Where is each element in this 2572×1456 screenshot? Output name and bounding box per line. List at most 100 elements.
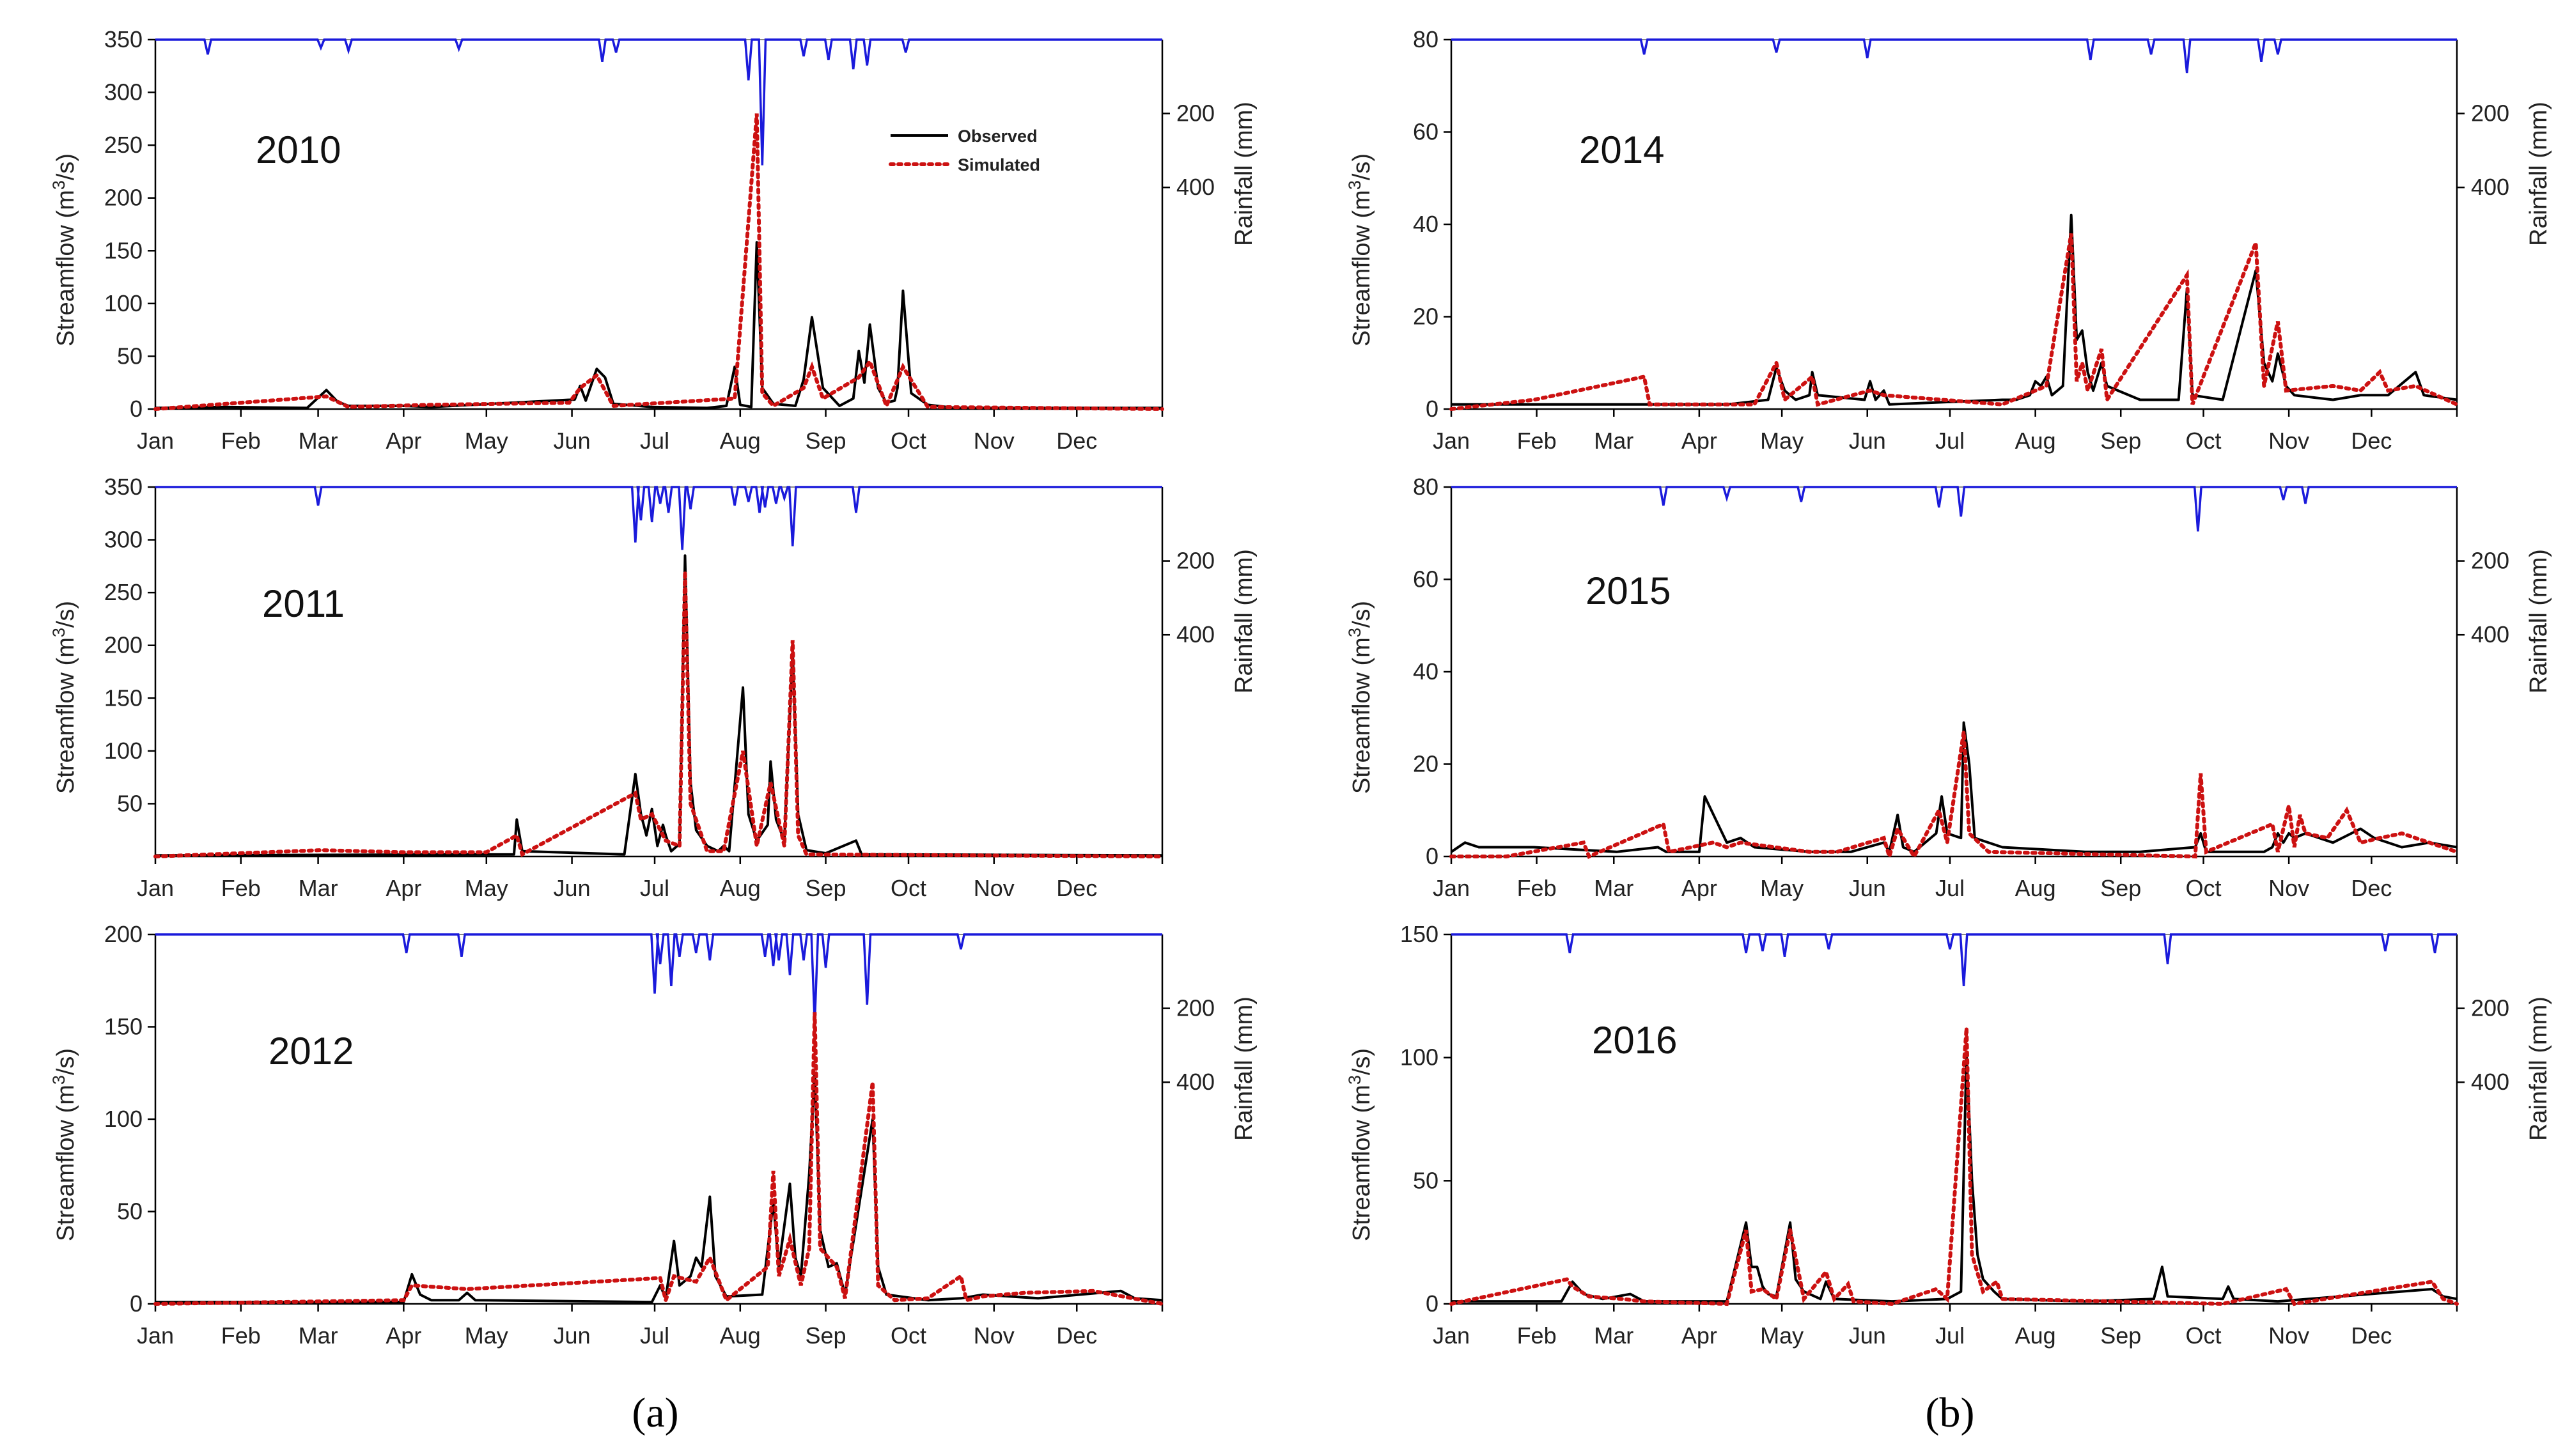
x-tick-label: Jun xyxy=(1849,875,1886,901)
x-tick-label: Dec xyxy=(1056,428,1097,454)
panel-2016: 0 50 100 150 200 400 Jan Feb Mar Apr May Jun Jul Aug S… xyxy=(1345,921,2552,1349)
y2-tick-label: 400 xyxy=(1176,1069,1215,1095)
y-tick-label: 250 xyxy=(104,132,143,158)
x-tick-label: Nov xyxy=(974,1322,1015,1349)
x-tick-label: Aug xyxy=(2015,428,2056,454)
y-tick-label: 250 xyxy=(104,579,143,605)
y2-axis-label: Rainfall (mm) xyxy=(2525,549,2552,693)
simulated-series xyxy=(153,1012,1164,1307)
x-tick-label: Apr xyxy=(386,428,421,454)
y-tick-label: 200 xyxy=(104,921,143,947)
observed-series xyxy=(1451,1051,2458,1303)
x-tick-label: Dec xyxy=(1056,875,1097,901)
x-tick-label: May xyxy=(465,875,508,901)
observed-series xyxy=(155,1071,1163,1304)
x-tick-label: Nov xyxy=(2268,1322,2309,1349)
rainfall-series xyxy=(1451,486,2457,532)
x-tick-label: Jan xyxy=(1433,875,1470,901)
x-tick-label: Jun xyxy=(1849,428,1886,454)
y2-tick-label: 400 xyxy=(2471,1069,2509,1095)
y-tick-label: 50 xyxy=(117,343,143,369)
x-tick-label: Feb xyxy=(1517,428,1557,454)
y-axis-label: Streamflow (m3/s) xyxy=(49,601,79,794)
x-tick-label: Mar xyxy=(1594,1322,1633,1349)
y-axis-label: Streamflow (m3/s) xyxy=(49,1048,79,1241)
caption-a: (a) xyxy=(632,1390,678,1436)
y-axis-label: Streamflow (m3/s) xyxy=(49,153,79,346)
year-label: 2010 xyxy=(256,128,341,171)
y-tick-label: 0 xyxy=(1426,1290,1438,1317)
x-tick-label: Sep xyxy=(806,875,846,901)
x-tick-label: Apr xyxy=(386,875,421,901)
y-tick-label: 20 xyxy=(1413,304,1438,330)
simulated-series xyxy=(153,113,1164,412)
y-tick-label: 60 xyxy=(1413,119,1438,145)
y-tick-label: 150 xyxy=(104,237,143,263)
year-label: 2011 xyxy=(262,582,345,625)
y-axis-label: Streamflow (m3/s) xyxy=(1345,1048,1375,1241)
observed-series xyxy=(1451,213,2458,406)
x-tick-label: Jan xyxy=(137,1322,174,1349)
legend-observed-label: Observed xyxy=(958,127,1038,146)
x-tick-label: Oct xyxy=(2186,1322,2222,1349)
y-tick-label: 200 xyxy=(104,185,143,211)
x-tick-label: Apr xyxy=(386,1322,421,1349)
y-tick-label: 150 xyxy=(1400,921,1438,947)
y-tick-label: 0 xyxy=(130,1290,143,1317)
y2-tick-label: 200 xyxy=(1176,100,1215,127)
x-tick-label: Jul xyxy=(640,428,669,454)
simulated-series xyxy=(153,571,1164,858)
y-tick-label: 20 xyxy=(1413,751,1438,777)
x-tick-label: Jan xyxy=(137,428,174,454)
x-tick-label: Dec xyxy=(1056,1322,1097,1349)
x-tick-label: May xyxy=(1760,428,1804,454)
panel-2014: 0 20 40 60 80 200 400 Jan Feb Mar Apr May Jun Jul Aug S… xyxy=(1345,26,2552,454)
y2-tick-label: 200 xyxy=(1176,548,1215,574)
x-tick-label: Nov xyxy=(974,428,1015,454)
rainfall-series xyxy=(155,933,1162,1023)
x-tick-label: Mar xyxy=(299,1322,338,1349)
x-tick-label: Nov xyxy=(974,875,1015,901)
x-tick-label: Aug xyxy=(720,1322,761,1349)
x-tick-label: Sep xyxy=(2100,875,2141,901)
y-tick-label: 100 xyxy=(104,290,143,316)
y-tick-label: 50 xyxy=(117,1198,143,1225)
y-tick-label: 350 xyxy=(104,26,143,52)
year-label: 2014 xyxy=(1579,128,1664,171)
y-tick-label: 60 xyxy=(1413,566,1438,592)
x-tick-label: Dec xyxy=(2351,875,2392,901)
x-tick-label: Dec xyxy=(2351,428,2392,454)
y-tick-label: 300 xyxy=(104,527,143,553)
y-tick-label: 100 xyxy=(104,738,143,764)
x-tick-label: Feb xyxy=(221,1322,261,1349)
x-tick-label: Sep xyxy=(806,428,846,454)
x-tick-label: Sep xyxy=(2100,428,2141,454)
y-tick-label: 100 xyxy=(104,1106,143,1132)
y-axis-label: Streamflow (m3/s) xyxy=(1345,153,1375,346)
y-tick-label: 80 xyxy=(1413,474,1438,500)
x-tick-label: Jul xyxy=(1935,428,1965,454)
y-tick-label: 150 xyxy=(104,685,143,711)
panel-2011: 50 100 150 200 250 300 350 200 400 Jan Feb Mar Apr Ma… xyxy=(49,474,1258,901)
y2-axis-label: Rainfall (mm) xyxy=(2525,996,2552,1141)
x-tick-label: Oct xyxy=(891,875,926,901)
x-tick-label: Sep xyxy=(806,1322,846,1349)
x-tick-label: Mar xyxy=(299,428,338,454)
rainfall-series xyxy=(155,38,1162,166)
simulated-series xyxy=(1449,233,2459,411)
x-tick-label: Jul xyxy=(640,875,669,901)
year-label: 2016 xyxy=(1592,1019,1677,1062)
x-tick-label: Mar xyxy=(1594,428,1633,454)
x-tick-label: Aug xyxy=(720,875,761,901)
x-tick-label: Jun xyxy=(1849,1322,1886,1349)
rainfall-series xyxy=(1451,933,2457,987)
x-tick-label: May xyxy=(465,1322,508,1349)
x-tick-label: Aug xyxy=(2015,875,2056,901)
y2-tick-label: 200 xyxy=(2471,548,2509,574)
y2-tick-label: 200 xyxy=(2471,100,2509,127)
y-tick-label: 50 xyxy=(1413,1167,1438,1193)
x-tick-label: May xyxy=(465,428,508,454)
x-tick-label: Apr xyxy=(1681,1322,1717,1349)
x-tick-label: Apr xyxy=(1681,875,1717,901)
